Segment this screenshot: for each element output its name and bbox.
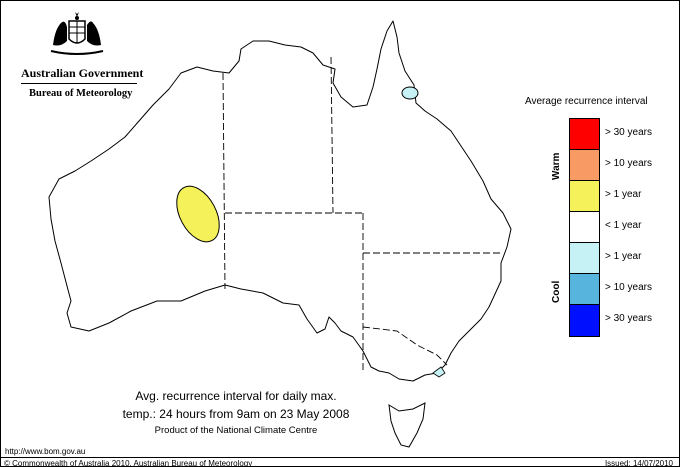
legend-swatch-cool-30 xyxy=(570,305,599,336)
warm-anomaly-wa xyxy=(176,185,220,243)
copyright-text: © Commonwealth of Australia 2010, Austra… xyxy=(4,459,253,467)
legend-label-warm-1: > 1 year xyxy=(605,189,642,200)
logo-divider xyxy=(21,83,137,84)
legend-label-cool-1: > 1 year xyxy=(605,251,642,262)
state-borders xyxy=(222,56,501,373)
legend-swatch-warm-10 xyxy=(570,150,599,181)
legend-swatch-warm-1 xyxy=(570,181,599,212)
cool-anomaly-qld xyxy=(401,86,419,100)
legend-swatch-warm-30 xyxy=(570,119,599,150)
legend-title: Average recurrence interval xyxy=(525,96,648,107)
legend-warm-label: Warm xyxy=(551,152,562,180)
legend-label-normal: < 1 year xyxy=(605,220,642,231)
coat-of-arms-icon xyxy=(50,12,104,55)
legend-swatch-cool-10 xyxy=(570,274,599,305)
legend-label-warm-30: > 30 years xyxy=(605,127,652,138)
legend-cool-label: Cool xyxy=(551,280,562,303)
caption-line-3: Product of the National Climate Centre xyxy=(154,425,318,436)
footer-divider xyxy=(1,457,679,458)
legend-swatch-cool-1 xyxy=(570,243,599,274)
caption-line-1: Avg. recurrence interval for daily max. xyxy=(135,389,337,403)
legend-label-cool-10: > 10 years xyxy=(605,282,652,293)
legend-label-cool-30: > 30 years xyxy=(605,313,652,324)
caption-line-2: temp.: 24 hours from 9am on 23 May 2008 xyxy=(122,407,350,421)
issued-date: Issued: 14/07/2010 xyxy=(604,459,673,467)
government-title: Australian Government xyxy=(21,66,144,80)
cool-anomaly-vic xyxy=(432,366,446,378)
legend-swatch-normal xyxy=(570,212,599,243)
bureau-title: Bureau of Meteorology xyxy=(29,88,133,99)
mainland-coastline xyxy=(48,20,512,382)
legend-color-bar xyxy=(569,118,600,337)
tasmania xyxy=(388,402,426,448)
website-link[interactable]: http://www.bom.gov.au xyxy=(5,447,86,456)
legend-label-warm-10: > 10 years xyxy=(605,158,652,169)
